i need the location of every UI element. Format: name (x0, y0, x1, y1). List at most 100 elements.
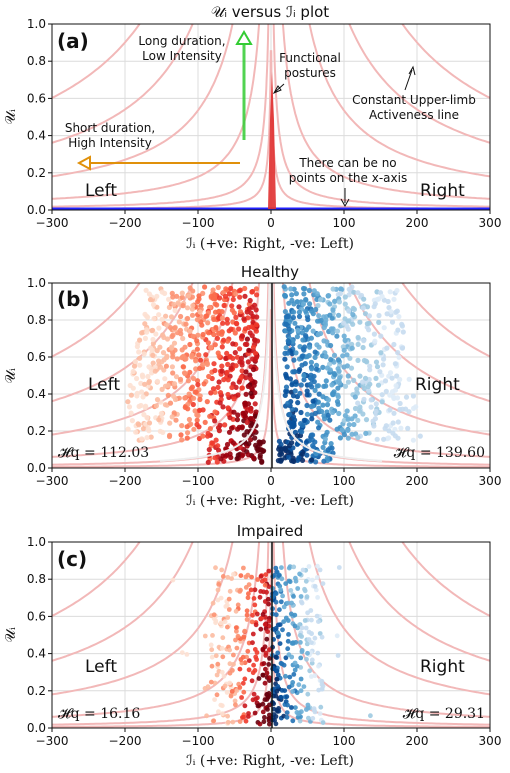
data-point (372, 416, 378, 422)
data-point (263, 666, 268, 672)
data-point (336, 410, 342, 417)
panel-b-right-label: Right (415, 375, 460, 395)
activeness-isoline (401, 542, 490, 617)
data-point (218, 595, 224, 601)
data-point (259, 615, 265, 621)
data-point (306, 715, 311, 721)
data-point (368, 713, 373, 719)
data-point (246, 658, 252, 663)
data-point (281, 604, 287, 610)
activeness-isoline (281, 542, 490, 718)
data-point (179, 290, 185, 296)
data-point (290, 689, 295, 694)
data-point (375, 382, 382, 388)
panel-c-entropy-left: 𝓗q = 16.16 (58, 706, 140, 722)
data-point (266, 568, 272, 574)
data-point (247, 406, 253, 412)
data-point (134, 375, 140, 382)
data-point (314, 342, 320, 348)
data-point (210, 386, 217, 392)
data-point (232, 698, 238, 704)
data-point (387, 407, 393, 413)
data-point (128, 410, 134, 416)
data-point (266, 618, 272, 624)
data-point (345, 435, 351, 441)
data-point (372, 301, 378, 307)
data-point (352, 413, 358, 419)
data-point (207, 413, 213, 419)
data-point (271, 706, 277, 712)
data-point (367, 363, 373, 369)
data-point (410, 437, 416, 443)
data-point (205, 459, 211, 465)
data-point (279, 451, 285, 457)
data-point (208, 679, 214, 685)
data-point (301, 291, 307, 297)
data-point (253, 622, 259, 628)
data-point (327, 312, 333, 318)
data-point (150, 352, 156, 358)
activeness-isoline (281, 283, 490, 458)
data-point (184, 435, 190, 441)
data-point (242, 628, 248, 634)
data-point (304, 354, 310, 360)
data-point (310, 328, 316, 334)
data-point (308, 372, 314, 378)
data-point (126, 404, 133, 410)
data-point (240, 452, 246, 458)
data-point (251, 455, 257, 461)
data-point (315, 419, 321, 425)
data-point (273, 654, 279, 660)
data-point (399, 406, 406, 412)
data-point (210, 440, 216, 446)
data-point (225, 391, 231, 398)
data-point (249, 678, 255, 684)
data-point (292, 660, 298, 666)
data-point (252, 587, 258, 593)
data-point (233, 363, 239, 369)
data-point (286, 339, 292, 345)
data-point (316, 687, 322, 693)
data-point (148, 434, 154, 440)
data-point (351, 289, 357, 295)
data-point (159, 386, 165, 392)
data-point (355, 357, 361, 363)
data-point (355, 417, 361, 423)
data-point (204, 399, 210, 405)
data-point (233, 384, 239, 390)
data-point (296, 309, 302, 315)
data-point (334, 328, 341, 334)
data-point (377, 369, 383, 375)
data-point (281, 619, 287, 624)
data-point (330, 409, 336, 415)
data-point (220, 320, 226, 326)
data-point (245, 595, 251, 601)
data-point (384, 311, 390, 317)
y-tick-label: 1.0 (27, 276, 46, 290)
data-point (230, 440, 236, 446)
data-point (142, 381, 148, 387)
data-point (303, 297, 309, 303)
data-point (225, 338, 231, 344)
data-point (237, 719, 243, 724)
data-point (257, 594, 263, 600)
data-point (287, 376, 293, 382)
data-point (267, 721, 272, 727)
data-point (134, 393, 140, 399)
long-duration-arrowhead (235, 30, 253, 45)
data-point (267, 702, 272, 708)
data-point (320, 720, 326, 725)
data-point (224, 441, 231, 448)
data-point (185, 315, 191, 322)
data-point (202, 686, 208, 691)
data-point (197, 407, 203, 413)
data-point (309, 457, 315, 463)
data-point (166, 296, 172, 302)
data-point (168, 314, 175, 320)
data-point (277, 622, 283, 627)
data-point (241, 714, 247, 720)
data-point (171, 381, 178, 387)
data-point (264, 670, 270, 676)
data-point (314, 613, 320, 619)
data-point (194, 317, 200, 323)
